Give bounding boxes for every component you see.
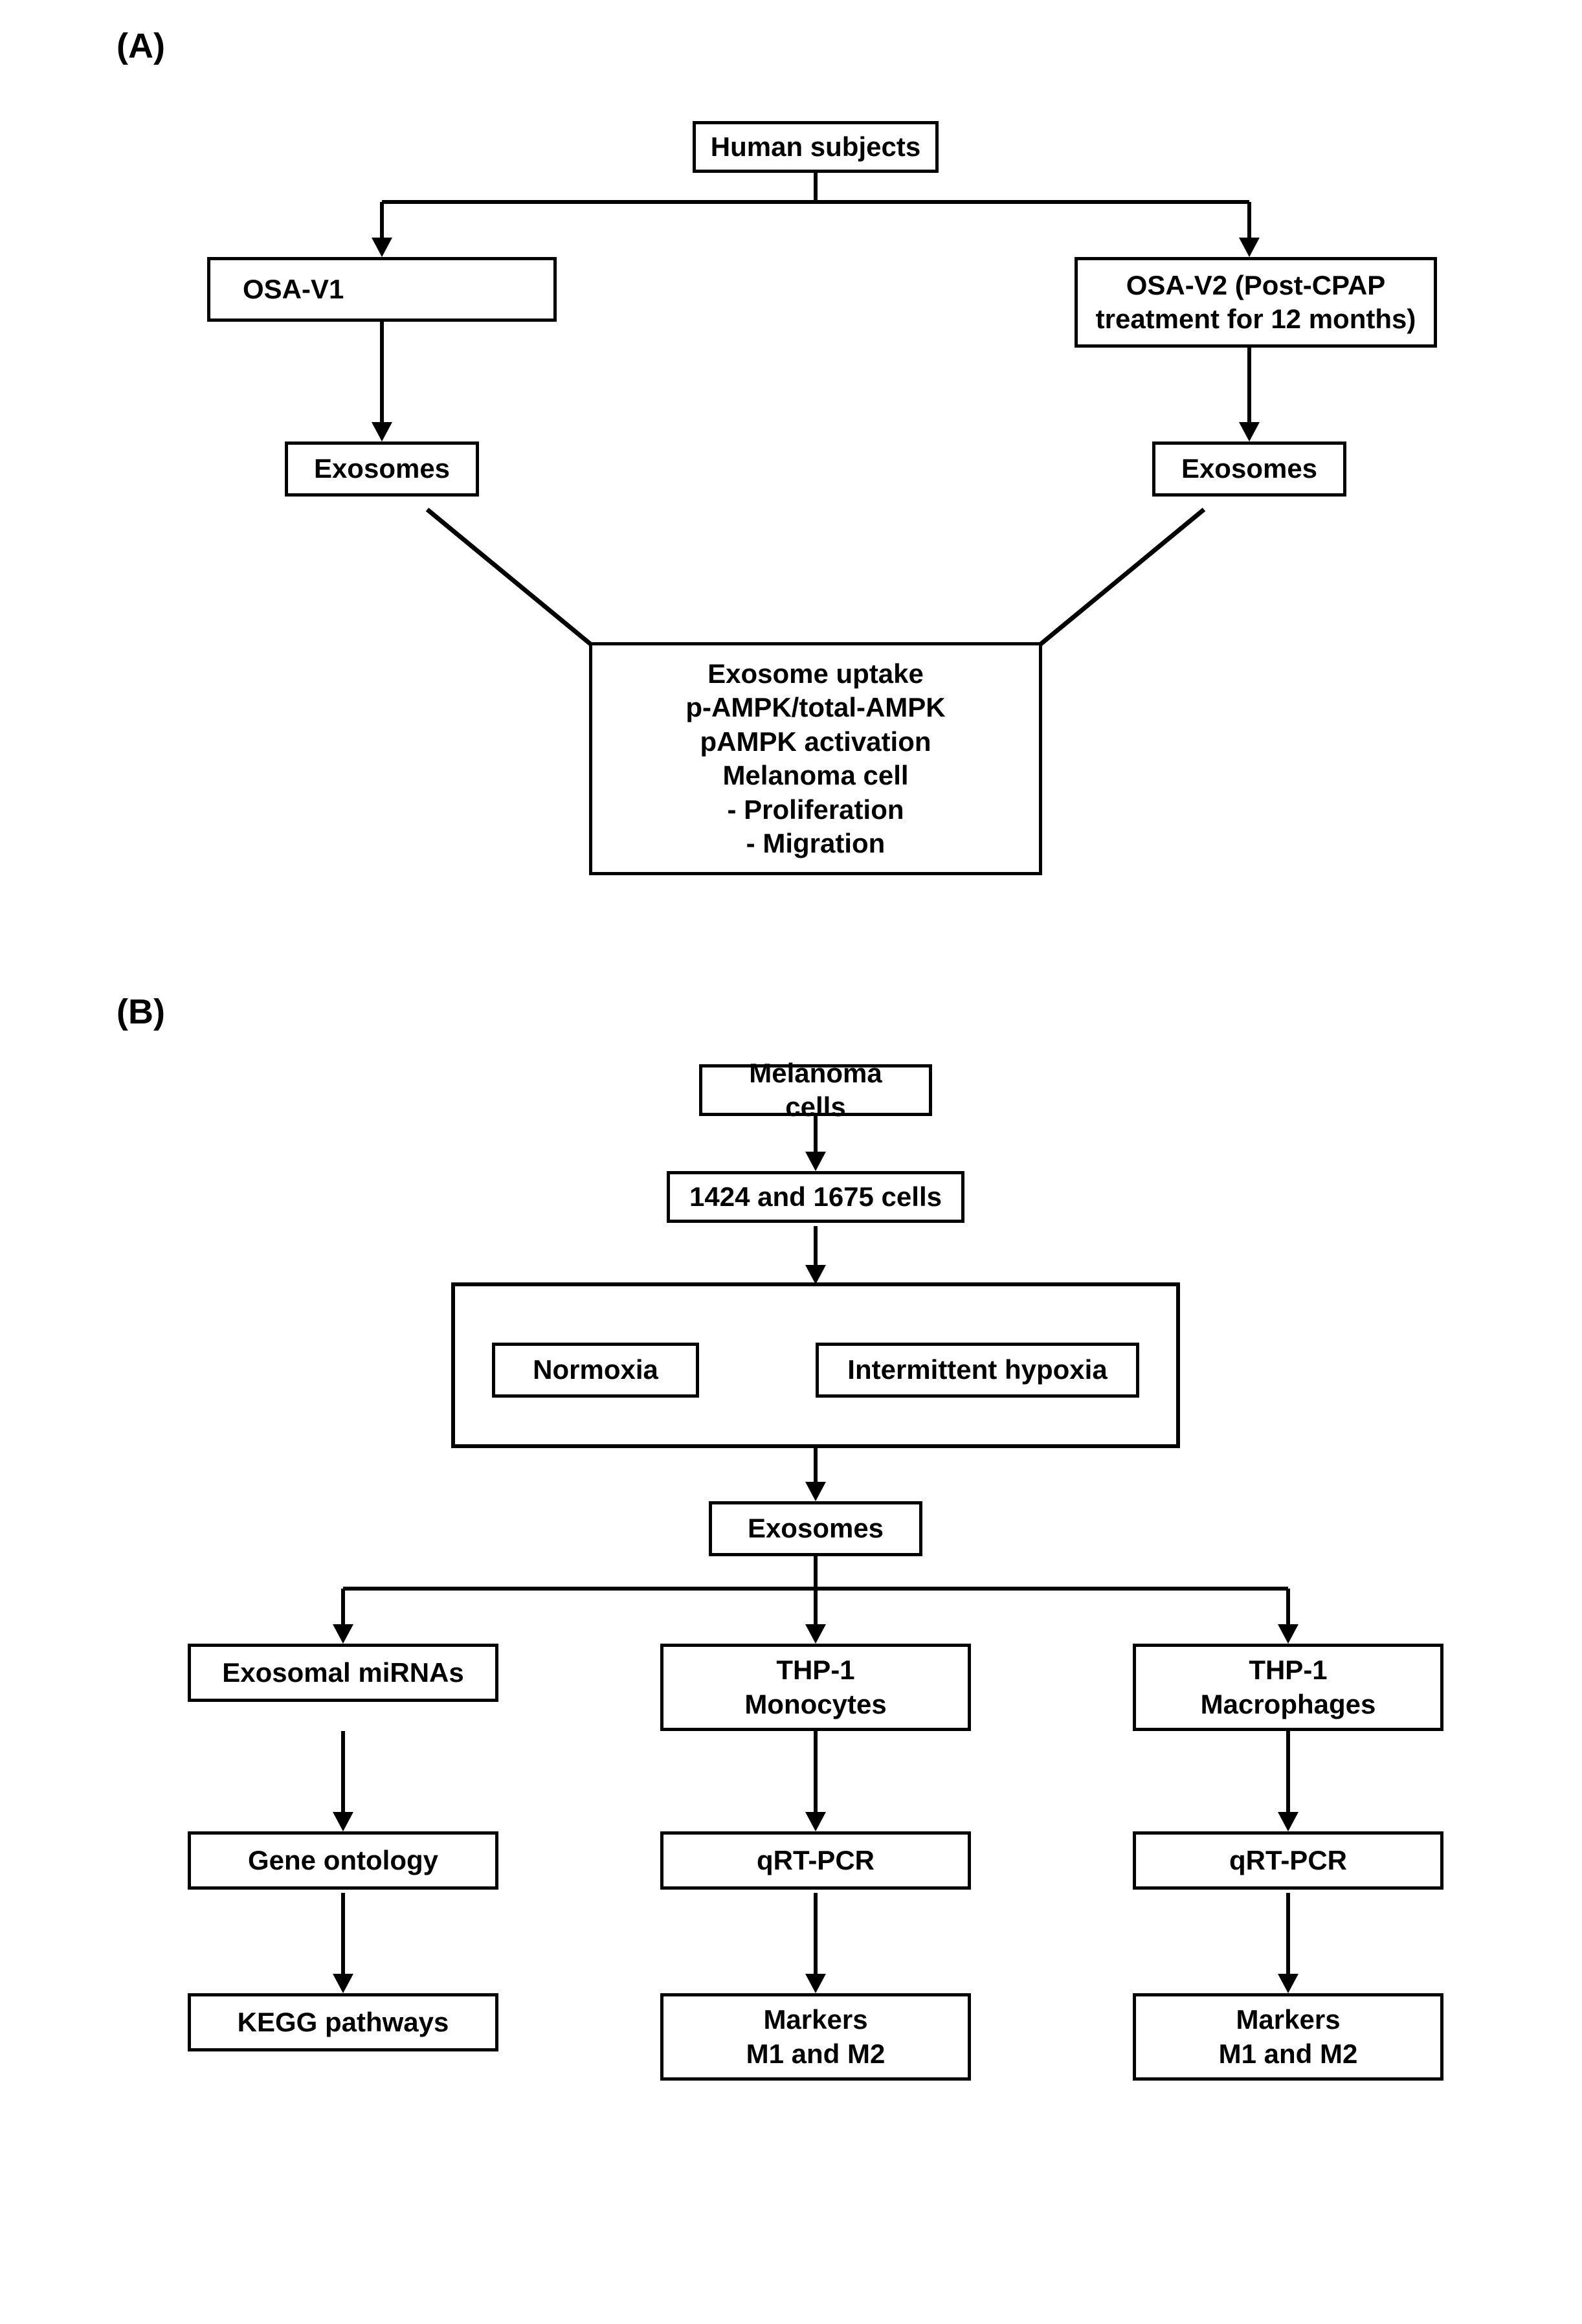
node-cell-lines: 1424 and 1675 cells (667, 1171, 964, 1223)
node-exosomal-mirnas: Exosomal miRNAs (188, 1644, 498, 1702)
node-exosomes-b: Exosomes (709, 1501, 922, 1556)
node-human-subjects: Human subjects (693, 121, 939, 173)
text-markers-1: Markers M1 and M2 (746, 2003, 886, 2071)
node-exosomes-right: Exosomes (1152, 441, 1346, 497)
node-exosomes-left: Exosomes (285, 441, 479, 497)
text-intermittent-hypoxia: Intermittent hypoxia (847, 1353, 1107, 1387)
node-intermittent-hypoxia: Intermittent hypoxia (816, 1343, 1139, 1398)
text-thp1-monocytes: THP-1 Monocytes (744, 1653, 886, 1721)
text-markers-2: Markers M1 and M2 (1219, 2003, 1358, 2071)
text-exosomal-mirnas: Exosomal miRNAs (222, 1656, 463, 1690)
text-thp1-macrophages: THP-1 Macrophages (1201, 1653, 1376, 1721)
text-exosomes-b: Exosomes (748, 1512, 884, 1546)
diagram-a: Human subjects OSA-V1 OSA-V2 (Post-CPAP … (104, 79, 1528, 953)
node-thp1-macrophages: THP-1 Macrophages (1133, 1644, 1443, 1731)
panel-a-label: (A) (117, 26, 1556, 66)
text-normoxia: Normoxia (533, 1353, 658, 1387)
node-kegg: KEGG pathways (188, 1993, 498, 2051)
node-melanoma-cells: Melanoma cells (699, 1064, 932, 1116)
text-center-outcomes: Exosome uptake p-AMPK/total-AMPK pAMPK a… (685, 657, 945, 861)
text-melanoma-cells: Melanoma cells (715, 1056, 916, 1124)
node-markers-1: Markers M1 and M2 (660, 1993, 971, 2081)
text-exosomes-left: Exosomes (314, 452, 450, 486)
diagram-b: Melanoma cells 1424 and 1675 cells Normo… (104, 1045, 1528, 2275)
node-qrtpcr-2: qRT-PCR (1133, 1831, 1443, 1890)
node-thp1-monocytes: THP-1 Monocytes (660, 1644, 971, 1731)
text-osa-v1: OSA-V1 (243, 273, 344, 307)
text-gene-ontology: Gene ontology (248, 1844, 438, 1878)
text-qrtpcr-2: qRT-PCR (1229, 1844, 1347, 1878)
text-cell-lines: 1424 and 1675 cells (689, 1180, 942, 1214)
text-exosomes-right: Exosomes (1181, 452, 1317, 486)
node-gene-ontology: Gene ontology (188, 1831, 498, 1890)
node-center-outcomes: Exosome uptake p-AMPK/total-AMPK pAMPK a… (589, 642, 1042, 875)
panel-b-label: (B) (117, 992, 1556, 1032)
node-osa-v2: OSA-V2 (Post-CPAP treatment for 12 month… (1075, 257, 1437, 348)
node-normoxia: Normoxia (492, 1343, 699, 1398)
text-qrtpcr-1: qRT-PCR (757, 1844, 875, 1878)
text-osa-v2: OSA-V2 (Post-CPAP treatment for 12 month… (1091, 269, 1421, 337)
node-markers-2: Markers M1 and M2 (1133, 1993, 1443, 2081)
text-human-subjects: Human subjects (711, 130, 920, 164)
text-kegg: KEGG pathways (238, 2006, 449, 2040)
node-qrtpcr-1: qRT-PCR (660, 1831, 971, 1890)
node-osa-v1: OSA-V1 (207, 257, 557, 322)
